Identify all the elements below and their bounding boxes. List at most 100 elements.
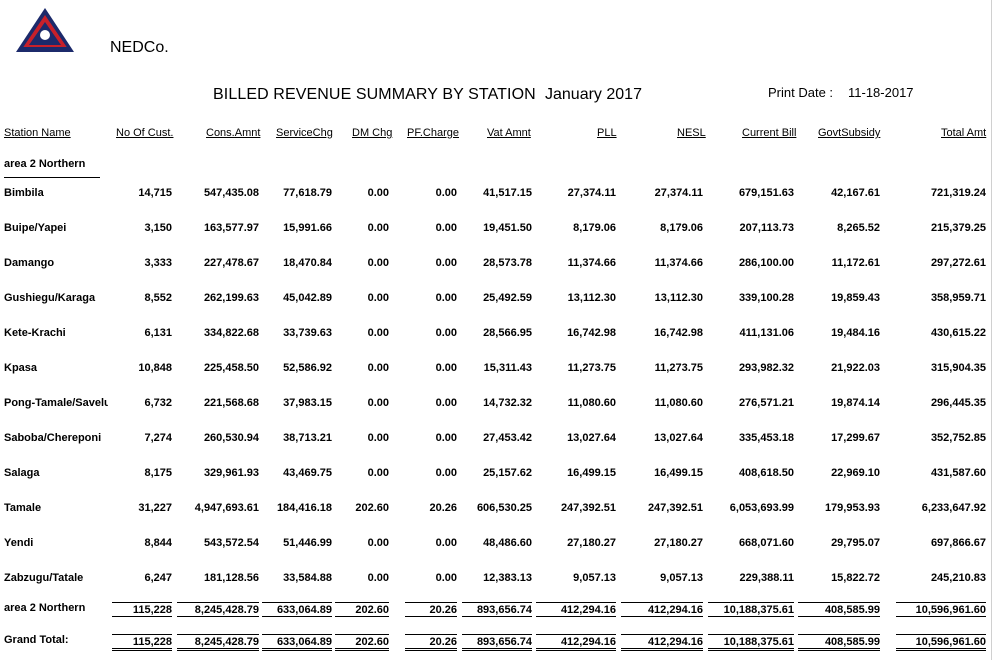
table-row: Buipe/Yapei 3,150 163,577.97 15,991.66 0.00 0… xyxy=(0,222,997,238)
cell-station-name: Yendi xyxy=(4,537,34,549)
cell-pll: 412,294.16 xyxy=(536,602,616,617)
cell-govt-subsidy: 179,953.93 xyxy=(824,502,880,514)
cell-pf-charge: 0.00 xyxy=(435,397,457,409)
cell-vat-amnt: 893,656.74 xyxy=(462,602,532,617)
cell-pf-charge: 0.00 xyxy=(435,572,457,584)
cell-total-amt: 6,233,647.92 xyxy=(921,502,986,514)
cell-govt-subsidy: 17,299.67 xyxy=(831,432,880,444)
cell-govt-subsidy: 15,822.72 xyxy=(831,572,880,584)
report-title: BILLED REVENUE SUMMARY BY STATION xyxy=(213,86,536,103)
cell-current-bill: 10,188,375.61 xyxy=(708,602,794,617)
cell-cons-amnt: 543,572.54 xyxy=(203,537,259,549)
cell-vat-amnt: 606,530.25 xyxy=(476,502,532,514)
cell-pll: 27,374.11 xyxy=(567,187,616,199)
cell-current-bill: 679,151.63 xyxy=(738,187,794,199)
cell-pf-charge: 0.00 xyxy=(435,537,457,549)
cell-pf-charge: 0.00 xyxy=(435,292,457,304)
column-header-vat-amnt: Vat Amnt xyxy=(487,127,531,139)
cell-no-of-cust: 6,131 xyxy=(144,327,172,339)
table-row: Damango 3,333 227,478.67 18,470.84 0.00 0.00 2… xyxy=(0,257,997,273)
cell-nesl: 13,027.64 xyxy=(654,432,703,444)
grand-total-row: Grand Total: 115,228 8,245,428.79 633,064.8… xyxy=(0,634,997,651)
cell-current-bill: 276,571.21 xyxy=(738,397,794,409)
cell-vat-amnt: 25,492.59 xyxy=(483,292,532,304)
cell-dm-chg: 0.00 xyxy=(367,292,389,304)
cell-nesl: 27,180.27 xyxy=(654,537,703,549)
cell-pll: 13,112.30 xyxy=(567,292,616,304)
cell-govt-subsidy: 11,172.61 xyxy=(831,257,880,269)
cell-service-chg: 184,416.18 xyxy=(276,502,332,514)
cell-station-name: Zabzugu/Tatale xyxy=(4,572,84,584)
cell-pf-charge: 20.26 xyxy=(429,502,457,514)
cell-no-of-cust: 8,844 xyxy=(144,537,172,549)
table-row: Gushiegu/Karaga 8,552 262,199.63 45,042.89 0… xyxy=(0,292,997,308)
cell-service-chg: 633,064.89 xyxy=(262,634,332,651)
column-header-current-bill: Current Bill xyxy=(742,127,797,139)
cell-total-amt: 352,752.85 xyxy=(930,432,986,444)
cell-station-name: Buipe/Yapei xyxy=(4,222,67,234)
cell-total-amt: 10,596,961.60 xyxy=(896,602,986,617)
cell-total-amt: 297,272.61 xyxy=(930,257,986,269)
cell-pll: 9,057.13 xyxy=(573,572,616,584)
cell-dm-chg: 0.00 xyxy=(367,362,389,374)
cell-vat-amnt: 25,157.62 xyxy=(483,467,532,479)
cell-current-bill: 207,113.73 xyxy=(739,222,794,234)
cell-dm-chg: 0.00 xyxy=(367,572,389,584)
cell-dm-chg: 0.00 xyxy=(367,327,389,339)
column-header-total-amt: Total Amt xyxy=(941,127,987,139)
cell-nesl: 247,392.51 xyxy=(647,502,703,514)
cell-vat-amnt: 19,451.50 xyxy=(483,222,532,234)
cell-total-amt: 721,319.24 xyxy=(930,187,986,199)
cell-current-bill: 668,071.60 xyxy=(738,537,794,549)
group-divider xyxy=(4,177,100,178)
cell-total-amt: 245,210.83 xyxy=(930,572,986,584)
cell-vat-amnt: 41,517.15 xyxy=(483,187,532,199)
cell-service-chg: 45,042.89 xyxy=(283,292,332,304)
cell-nesl: 16,742.98 xyxy=(654,327,703,339)
cell-nesl: 27,374.11 xyxy=(654,187,703,199)
cell-govt-subsidy: 19,874.14 xyxy=(831,397,880,409)
cell-no-of-cust: 8,175 xyxy=(144,467,172,479)
cell-cons-amnt: 547,435.08 xyxy=(203,187,259,199)
cell-cons-amnt: 221,568.68 xyxy=(203,397,259,409)
cell-station-name: Gushiegu/Karaga xyxy=(4,292,96,304)
cell-cons-amnt: 262,199.63 xyxy=(203,292,259,304)
cell-service-chg: 77,618.79 xyxy=(283,187,332,199)
cell-no-of-cust: 115,228 xyxy=(112,602,172,617)
cell-pll: 11,374.66 xyxy=(567,257,616,269)
cell-total-amt: 431,587.60 xyxy=(930,467,986,479)
cell-nesl: 11,273.75 xyxy=(654,362,703,374)
cell-total-amt: 315,904.35 xyxy=(930,362,986,374)
cell-pll: 16,742.98 xyxy=(567,327,616,339)
cell-station-name: Tamale xyxy=(4,502,42,514)
cell-pll: 11,273.75 xyxy=(567,362,616,374)
cell-dm-chg: 0.00 xyxy=(367,257,389,269)
table-row: Yendi 8,844 543,572.54 51,446.99 0.00 0.00 48,… xyxy=(0,537,997,553)
cell-vat-amnt: 27,453.42 xyxy=(483,432,532,444)
cell-pll: 412,294.16 xyxy=(536,634,616,651)
cell-vat-amnt: 48,486.60 xyxy=(483,537,532,549)
cell-cons-amnt: 227,478.67 xyxy=(203,257,259,269)
cell-service-chg: 15,991.66 xyxy=(283,222,332,234)
cell-pf-charge: 0.00 xyxy=(435,222,457,234)
cell-total-amt: 358,959.71 xyxy=(930,292,986,304)
cell-dm-chg: 0.00 xyxy=(367,537,389,549)
report-period: January 2017 xyxy=(545,86,642,103)
cell-no-of-cust: 3,333 xyxy=(144,257,172,269)
cell-cons-amnt: 181,128.56 xyxy=(203,572,259,584)
cell-total-amt: 215,379.25 xyxy=(930,222,986,234)
company-name: NEDCo. xyxy=(110,39,169,56)
cell-pf-charge: 0.00 xyxy=(435,467,457,479)
cell-nesl: 11,080.60 xyxy=(654,397,703,409)
cell-current-bill: 408,618.50 xyxy=(738,467,794,479)
cell-nesl: 9,057.13 xyxy=(660,572,703,584)
cell-cons-amnt: 260,530.94 xyxy=(203,432,259,444)
cell-station-name: Salaga xyxy=(4,467,40,479)
cell-dm-chg: 0.00 xyxy=(367,187,389,199)
cell-cons-amnt: 4,947,693.61 xyxy=(194,502,259,514)
column-header-pll: PLL xyxy=(597,127,617,139)
cell-dm-chg: 0.00 xyxy=(367,432,389,444)
cell-service-chg: 633,064.89 xyxy=(262,602,332,617)
cell-no-of-cust: 3,150 xyxy=(144,222,172,234)
cell-dm-chg: 0.00 xyxy=(367,467,389,479)
